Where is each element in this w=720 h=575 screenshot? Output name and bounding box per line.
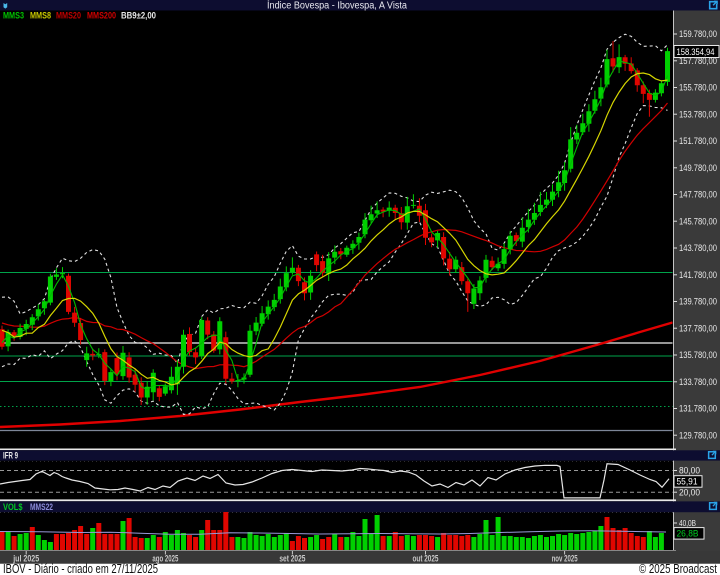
- svg-text:55,91: 55,91: [677, 477, 698, 487]
- svg-text:129.780,00: 129.780,00: [679, 430, 717, 440]
- svg-text:149.780,00: 149.780,00: [679, 163, 717, 173]
- svg-text:jul 2025: jul 2025: [12, 554, 39, 564]
- svg-text:158.354,94: 158.354,94: [677, 47, 715, 57]
- svg-text:out 2025: out 2025: [413, 554, 439, 564]
- svg-text:MMS3: MMS3: [3, 11, 24, 22]
- svg-text:ago 2025: ago 2025: [152, 554, 178, 564]
- svg-text:MMS20: MMS20: [56, 11, 81, 22]
- svg-text:set 2025: set 2025: [279, 554, 305, 564]
- svg-text:157.780,00: 157.780,00: [679, 56, 717, 66]
- svg-text:155.780,00: 155.780,00: [679, 83, 717, 93]
- svg-text:26,8B: 26,8B: [677, 529, 699, 539]
- svg-text:153.780,00: 153.780,00: [679, 110, 717, 120]
- svg-text:IFR 9: IFR 9: [3, 451, 18, 462]
- svg-text:139.780,00: 139.780,00: [679, 297, 717, 307]
- svg-text:137.780,00: 137.780,00: [679, 323, 717, 333]
- svg-text:BB9±2,00: BB9±2,00: [121, 11, 156, 22]
- svg-text:133.780,00: 133.780,00: [679, 377, 717, 387]
- svg-text:131.780,00: 131.780,00: [679, 404, 717, 414]
- svg-text:20,00: 20,00: [679, 487, 700, 497]
- svg-text:MMS22: MMS22: [30, 502, 53, 513]
- svg-text:143.780,00: 143.780,00: [679, 243, 717, 253]
- svg-text:IBOV - Diário - criado em 27/1: IBOV - Diário - criado em 27/11/2025: [3, 562, 158, 575]
- svg-text:Índice Bovespa - Ibovespa, A V: Índice Bovespa - Ibovespa, A Vista: [267, 0, 407, 12]
- svg-text:MMS8: MMS8: [30, 11, 51, 22]
- svg-text:© 2025 Broadcast: © 2025 Broadcast: [639, 562, 717, 575]
- svg-text:135.780,00: 135.780,00: [679, 350, 717, 360]
- svg-text:147.780,00: 147.780,00: [679, 190, 717, 200]
- svg-text:MMS200: MMS200: [87, 11, 116, 22]
- svg-text:145.780,00: 145.780,00: [679, 216, 717, 226]
- svg-text:80,00: 80,00: [679, 466, 700, 476]
- svg-text:159.780,00: 159.780,00: [679, 29, 717, 39]
- svg-text:VOL$: VOL$: [3, 502, 23, 513]
- svg-text:nov 2025: nov 2025: [552, 554, 578, 564]
- svg-text:40,0B: 40,0B: [679, 518, 696, 528]
- svg-text:141.780,00: 141.780,00: [679, 270, 717, 280]
- svg-text:151.780,00: 151.780,00: [679, 136, 717, 146]
